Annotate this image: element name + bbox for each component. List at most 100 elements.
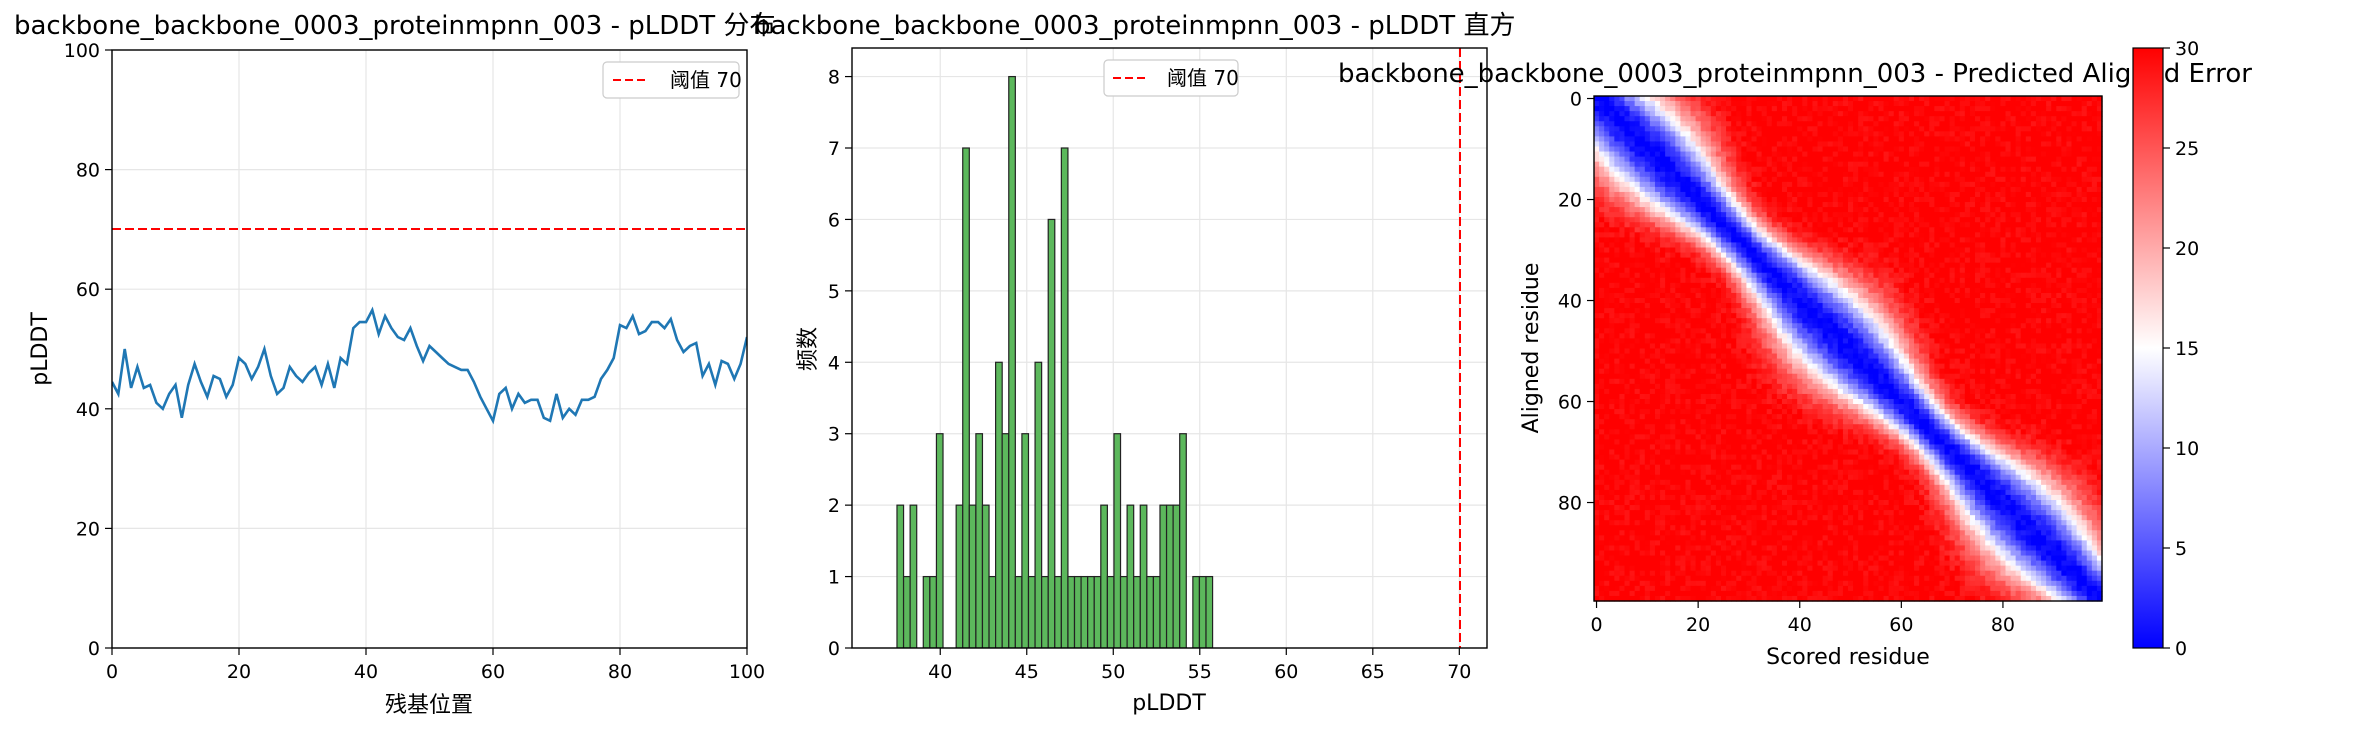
heatmap-cell xyxy=(2051,161,2057,168)
heatmap-cell xyxy=(1634,176,1641,183)
heatmap-cell xyxy=(2010,272,2017,279)
heatmap-cell xyxy=(1975,333,1981,339)
heatmap-cell xyxy=(1969,313,1976,319)
heatmap-cell xyxy=(1741,318,1747,324)
heatmap-cell xyxy=(1654,146,1661,153)
heatmap-cell xyxy=(1929,287,1935,294)
heatmap-cell xyxy=(1787,252,1793,259)
heatmap-cell xyxy=(2025,197,2032,203)
heatmap-cell xyxy=(2030,328,2037,334)
heatmap-cell xyxy=(1969,237,1976,244)
heatmap-cell xyxy=(1964,272,1971,279)
heatmap-cell xyxy=(1807,176,1814,183)
heatmap-cell xyxy=(1959,197,1966,203)
chart3-heatmap-cells xyxy=(1594,96,2103,602)
heatmap-cell xyxy=(1654,313,1661,319)
heatmap-cell xyxy=(1751,237,1758,244)
heatmap-cell xyxy=(2091,323,2098,329)
heatmap-cell xyxy=(1787,166,1793,173)
heatmap-cell xyxy=(1726,313,1732,319)
heatmap-cell xyxy=(1619,156,1626,163)
heatmap-cell xyxy=(2051,207,2057,213)
heatmap-cell xyxy=(2066,282,2073,289)
heatmap-cell xyxy=(1858,207,1864,213)
heatmap-cell xyxy=(1781,141,1788,148)
heatmap-cell xyxy=(2000,166,2007,173)
heatmap-cell xyxy=(2071,247,2078,254)
heatmap-cell xyxy=(2025,116,2032,122)
heatmap-cell xyxy=(1995,212,2001,218)
heatmap-cell xyxy=(1700,298,1707,304)
heatmap-cell xyxy=(1929,161,1935,168)
heatmap-cell xyxy=(1980,212,1986,218)
heatmap-cell xyxy=(1817,181,1824,188)
heatmap-cell xyxy=(1944,101,1951,107)
heatmap-cell xyxy=(1853,308,1859,314)
heatmap-cell xyxy=(1812,176,1819,183)
heatmap-cell xyxy=(1893,101,1900,107)
heatmap-cell xyxy=(1919,171,1925,178)
heatmap-cell xyxy=(1868,161,1874,168)
heatmap-cell xyxy=(2061,303,2068,309)
heatmap-cell xyxy=(2025,328,2032,334)
heatmap-cell xyxy=(2030,323,2037,329)
heatmap-cell xyxy=(1908,116,1915,122)
heatmap-cell xyxy=(1629,181,1636,188)
chart1-axes-frame xyxy=(111,49,748,649)
heatmap-cell xyxy=(2020,282,2027,289)
heatmap-cell xyxy=(1954,171,1961,178)
heatmap-cell xyxy=(1680,202,1687,208)
heatmap-cell xyxy=(1670,277,1676,284)
heatmap-cell xyxy=(1949,328,1956,334)
heatmap-cell xyxy=(2005,96,2012,102)
heatmap-cell xyxy=(2061,287,2068,294)
heatmap-cell xyxy=(1969,318,1976,324)
heatmap-cell xyxy=(1619,282,1626,289)
heatmap-cell xyxy=(1853,323,1859,329)
heatmap-cell xyxy=(1929,257,1935,264)
heatmap-cell xyxy=(1634,212,1641,218)
heatmap-cell xyxy=(1690,252,1697,259)
heatmap-cell xyxy=(1594,247,1600,254)
heatmap-cell xyxy=(1675,106,1681,112)
heatmap-cell xyxy=(2061,298,2068,304)
heatmap-cell xyxy=(1802,126,1808,132)
heatmap-cell xyxy=(2061,116,2068,122)
heatmap-cell xyxy=(1771,222,1778,228)
heatmap-cell xyxy=(1634,227,1641,233)
heatmap-cell xyxy=(2025,212,2032,218)
heatmap-cell xyxy=(1807,116,1814,122)
heatmap-cell xyxy=(1954,166,1961,173)
heatmap-cell xyxy=(1624,146,1631,153)
heatmap-cell xyxy=(1721,101,1727,107)
heatmap-cell xyxy=(1888,146,1895,153)
heatmap-cell xyxy=(1766,116,1773,122)
heatmap-cell xyxy=(1924,146,1930,153)
heatmap-cell xyxy=(1797,116,1803,122)
heatmap-cell xyxy=(1736,267,1742,274)
heatmap-cell xyxy=(1665,227,1671,233)
heatmap-cell xyxy=(1985,116,1991,122)
heatmap-cell xyxy=(1837,212,1844,218)
heatmap-cell xyxy=(1654,181,1661,188)
heatmap-cell xyxy=(1690,111,1697,117)
heatmap-cell xyxy=(1639,191,1646,198)
heatmap-cell xyxy=(1944,171,1951,178)
heatmap-cell xyxy=(1776,141,1783,148)
heatmap-cell xyxy=(1761,141,1768,148)
heatmap-cell xyxy=(1761,227,1768,233)
heatmap-cell xyxy=(1751,333,1758,339)
heatmap-cell xyxy=(1964,308,1971,314)
heatmap-cell xyxy=(1995,171,2001,178)
heatmap-cell xyxy=(2000,287,2007,294)
heatmap-cell xyxy=(1690,267,1697,274)
heatmap-cell xyxy=(1639,106,1646,112)
heatmap-cell xyxy=(2005,303,2012,309)
heatmap-cell xyxy=(1939,171,1946,178)
heatmap-cell xyxy=(1619,191,1626,198)
heatmap-cell xyxy=(1629,207,1636,213)
heatmap-cell xyxy=(1614,151,1620,158)
heatmap-cell xyxy=(1619,151,1626,158)
heatmap-cell xyxy=(1944,116,1951,122)
heatmap-cell xyxy=(1802,227,1808,233)
